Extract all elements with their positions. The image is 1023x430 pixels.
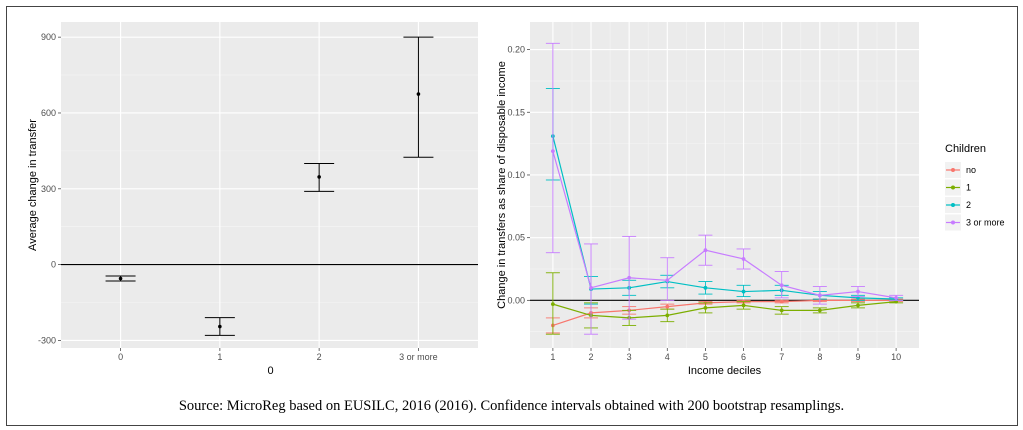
- legend-label: 3 or more: [966, 218, 1005, 228]
- left-data-point: [118, 276, 123, 281]
- left-data-point: [317, 175, 321, 179]
- left-x-tick-label: 1: [217, 352, 222, 362]
- left-y-tick-label: 0: [51, 260, 56, 270]
- left-y-axis-title: Average change in transfer: [27, 119, 39, 251]
- data-point-3-or-more: [627, 275, 632, 280]
- data-point-2: [703, 285, 708, 290]
- series-no: [545, 298, 904, 334]
- right-y-tick-label: 0.20: [507, 45, 525, 55]
- data-point-1: [856, 303, 860, 308]
- right-x-tick-label: 1: [550, 352, 555, 362]
- data-point-3-or-more: [703, 248, 708, 253]
- left-x-tick-label: 3 or more: [399, 352, 438, 362]
- right-x-axis-title: Income deciles: [688, 365, 762, 377]
- right-y-axis-title: Change in transfers as share of disposab…: [496, 61, 508, 309]
- data-point-no: [779, 299, 784, 304]
- right-x-tick-label: 6: [741, 352, 746, 362]
- data-point-3-or-more: [741, 257, 746, 261]
- right-y-tick-label: 0.00: [507, 295, 525, 305]
- right-x-tick-label: 3: [627, 352, 632, 362]
- right-panel: 0.00 0.05 0.10 0.15 0.20 1 2 3 4 5 6 7 8 9 10 Income de…: [496, 22, 919, 377]
- data-point-1: [703, 305, 708, 310]
- series-line-3-or-more: [552, 150, 897, 299]
- data-point-3-or-more: [817, 293, 822, 298]
- left-y-tick-label: -300: [38, 335, 56, 345]
- series-line-no: [552, 299, 897, 327]
- figure-frame: [6, 6, 1018, 426]
- right-x-tick-label: 9: [855, 352, 860, 362]
- data-point-1: [665, 313, 670, 318]
- right-y-tick-label: 0.10: [507, 170, 525, 180]
- right-y-tick-label: 0.15: [507, 107, 525, 117]
- series-line-1: [552, 301, 897, 319]
- left-data-point: [416, 92, 421, 96]
- legend-item-2: 2: [945, 197, 971, 213]
- series-3-or-more: [545, 42, 904, 335]
- data-point-1: [741, 303, 746, 308]
- right-x-tick-label: 2: [589, 352, 594, 362]
- data-point-3-or-more: [550, 149, 555, 154]
- data-point-3-or-more: [589, 285, 593, 290]
- figure-svg: -300 0 300 600 900 0 1 2 3 or more 0 Average chang…: [27, 22, 1005, 377]
- data-point-3-or-more: [894, 295, 899, 300]
- data-point-1: [779, 308, 784, 313]
- right-x-tick-label: 7: [779, 352, 784, 362]
- legend-key-point: [951, 185, 955, 190]
- data-point-3-or-more: [856, 289, 860, 294]
- data-point-3-or-more: [665, 278, 670, 283]
- left-y-tick-label: 600: [41, 108, 56, 118]
- legend: Children no 1 2 3 or more: [945, 143, 1005, 231]
- right-y-tick-label: 0.05: [507, 233, 525, 243]
- series-line-2: [552, 135, 897, 300]
- right-x-tick-label: 5: [703, 352, 708, 362]
- legend-item-3-or-more: 3 or more: [945, 214, 1005, 231]
- legend-title: Children: [945, 143, 986, 155]
- left-panel-background: [61, 22, 478, 348]
- left-y-tick-label: 900: [41, 32, 56, 42]
- data-point-1: [550, 302, 555, 307]
- data-point-1: [817, 308, 822, 313]
- left-x-axis-title: 0: [267, 365, 273, 377]
- legend-item-no: no: [945, 162, 976, 178]
- legend-key-point: [951, 168, 955, 172]
- right-x-tick-label: 4: [665, 352, 670, 362]
- data-point-3-or-more: [779, 283, 784, 288]
- legend-key-point: [951, 220, 955, 225]
- left-data-point: [218, 324, 222, 329]
- legend-key-point: [951, 203, 955, 207]
- legend-label: no: [966, 165, 976, 175]
- data-point-no: [665, 304, 670, 309]
- series-1: [545, 272, 904, 335]
- left-x-tick-label: 2: [317, 352, 322, 362]
- legend-label: 1: [966, 183, 971, 193]
- source-note: Source: MicroReg based on EUSILC, 2016 (…: [178, 398, 845, 414]
- legend-item-1: 1: [945, 179, 971, 196]
- right-x-tick-label: 8: [817, 352, 822, 362]
- left-y-tick-label: 300: [41, 184, 56, 194]
- legend-label: 2: [966, 200, 971, 210]
- data-point-2: [741, 289, 746, 294]
- left-x-tick-label: 0: [118, 352, 123, 362]
- left-panel: -300 0 300 600 900 0 1 2 3 or more 0 Average chang…: [27, 22, 478, 377]
- right-x-tick-label: 10: [891, 352, 901, 362]
